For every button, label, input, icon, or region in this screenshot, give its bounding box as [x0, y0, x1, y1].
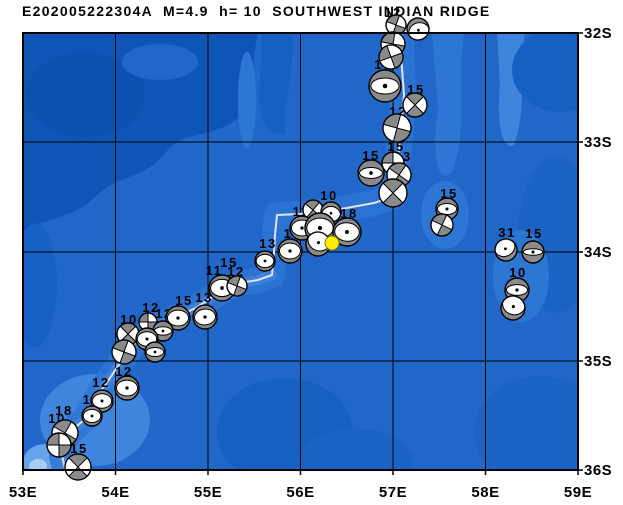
focal-mechanism-beachball [378, 44, 404, 70]
depth-label: 13 [195, 290, 212, 305]
depth-label: 12 [92, 375, 109, 390]
y-axis-tick-label: 36S [584, 462, 612, 479]
depth-label: 12 [227, 264, 244, 279]
focal-mechanism-beachball [493, 236, 518, 262]
focal-mechanism-beachball [254, 250, 276, 272]
depth-label: 10 [509, 265, 526, 280]
plot-title: E202005222304A M=4.9 h= 10 SOUTHWEST IND… [22, 3, 491, 19]
focal-mechanism-beachball [402, 92, 428, 118]
depth-label: 15 [220, 255, 237, 270]
depth-label: 1 [83, 392, 92, 407]
focal-mechanism-beachball [521, 240, 545, 264]
x-axis-tick-label: 58E [471, 484, 499, 501]
depth-label: 10 [320, 188, 337, 203]
focal-mechanism-beachball [144, 341, 166, 363]
depth-label: 15 [440, 186, 457, 201]
focal-mechanism-beachball [111, 339, 137, 365]
focal-mechanism-beachball [165, 305, 191, 331]
depth-label: 13 [259, 236, 276, 251]
x-axis-tick-label: 55E [194, 484, 222, 501]
depth-label: 12 [115, 364, 132, 379]
focal-mechanism-beachball [46, 432, 72, 458]
focal-mechanism-beachball [430, 213, 454, 237]
focal-mechanism-beachball [277, 238, 303, 264]
x-axis-tick-label: 59E [564, 484, 592, 501]
depth-label: 15 [525, 226, 542, 241]
focal-mechanism-beachball [382, 113, 412, 143]
focal-mechanism-beachball [226, 275, 248, 297]
depth-label: 15 [175, 293, 192, 308]
y-axis-tick-label: 35S [584, 353, 612, 370]
depth-label: 31 [498, 225, 515, 240]
focal-mechanisms [46, 14, 545, 481]
y-axis-tick-label: 34S [584, 244, 612, 261]
focal-mechanism-beachball [81, 405, 103, 427]
focal-mechanism-beachball [368, 69, 402, 103]
highlighted-event-marker [324, 235, 340, 251]
depth-label: 15 [70, 441, 87, 456]
depth-label: 18 [340, 206, 357, 221]
focal-mechanism-beachball [357, 159, 385, 187]
depth-label: 1 [284, 226, 293, 241]
depth-label: 11 [206, 263, 223, 278]
focal-mechanism-beachball [114, 375, 140, 401]
x-axis-tick-label: 53E [9, 484, 37, 501]
focal-mechanism-beachball [64, 453, 92, 481]
focal-mechanism-beachball [378, 178, 408, 208]
focal-mechanism-beachball [192, 304, 218, 330]
depth-label: 12 [142, 300, 159, 315]
depth-label: 15 [387, 139, 404, 154]
focal-mechanism-beachball [152, 320, 174, 342]
focal-mechanism-beachball [138, 312, 158, 332]
axis-labels: 53E 54E 55E 56E 57E 58E 59E 32S 33S 34S 35S 36S [9, 25, 612, 501]
x-axis-tick-label: 56E [286, 484, 314, 501]
bathymetry-layer [23, 33, 578, 470]
y-axis-tick-label: 32S [584, 25, 612, 42]
focal-mechanism-beachball [332, 217, 362, 247]
focal-mechanism-beachball [500, 293, 526, 321]
y-axis-tick-label: 33S [584, 134, 612, 151]
focal-mechanism-beachball [385, 14, 407, 36]
depth-label: 18 [55, 403, 72, 418]
depth-label: 15 [362, 148, 379, 163]
x-axis-tick-label: 54E [101, 484, 129, 501]
x-axis-tick-label: 57E [379, 484, 407, 501]
